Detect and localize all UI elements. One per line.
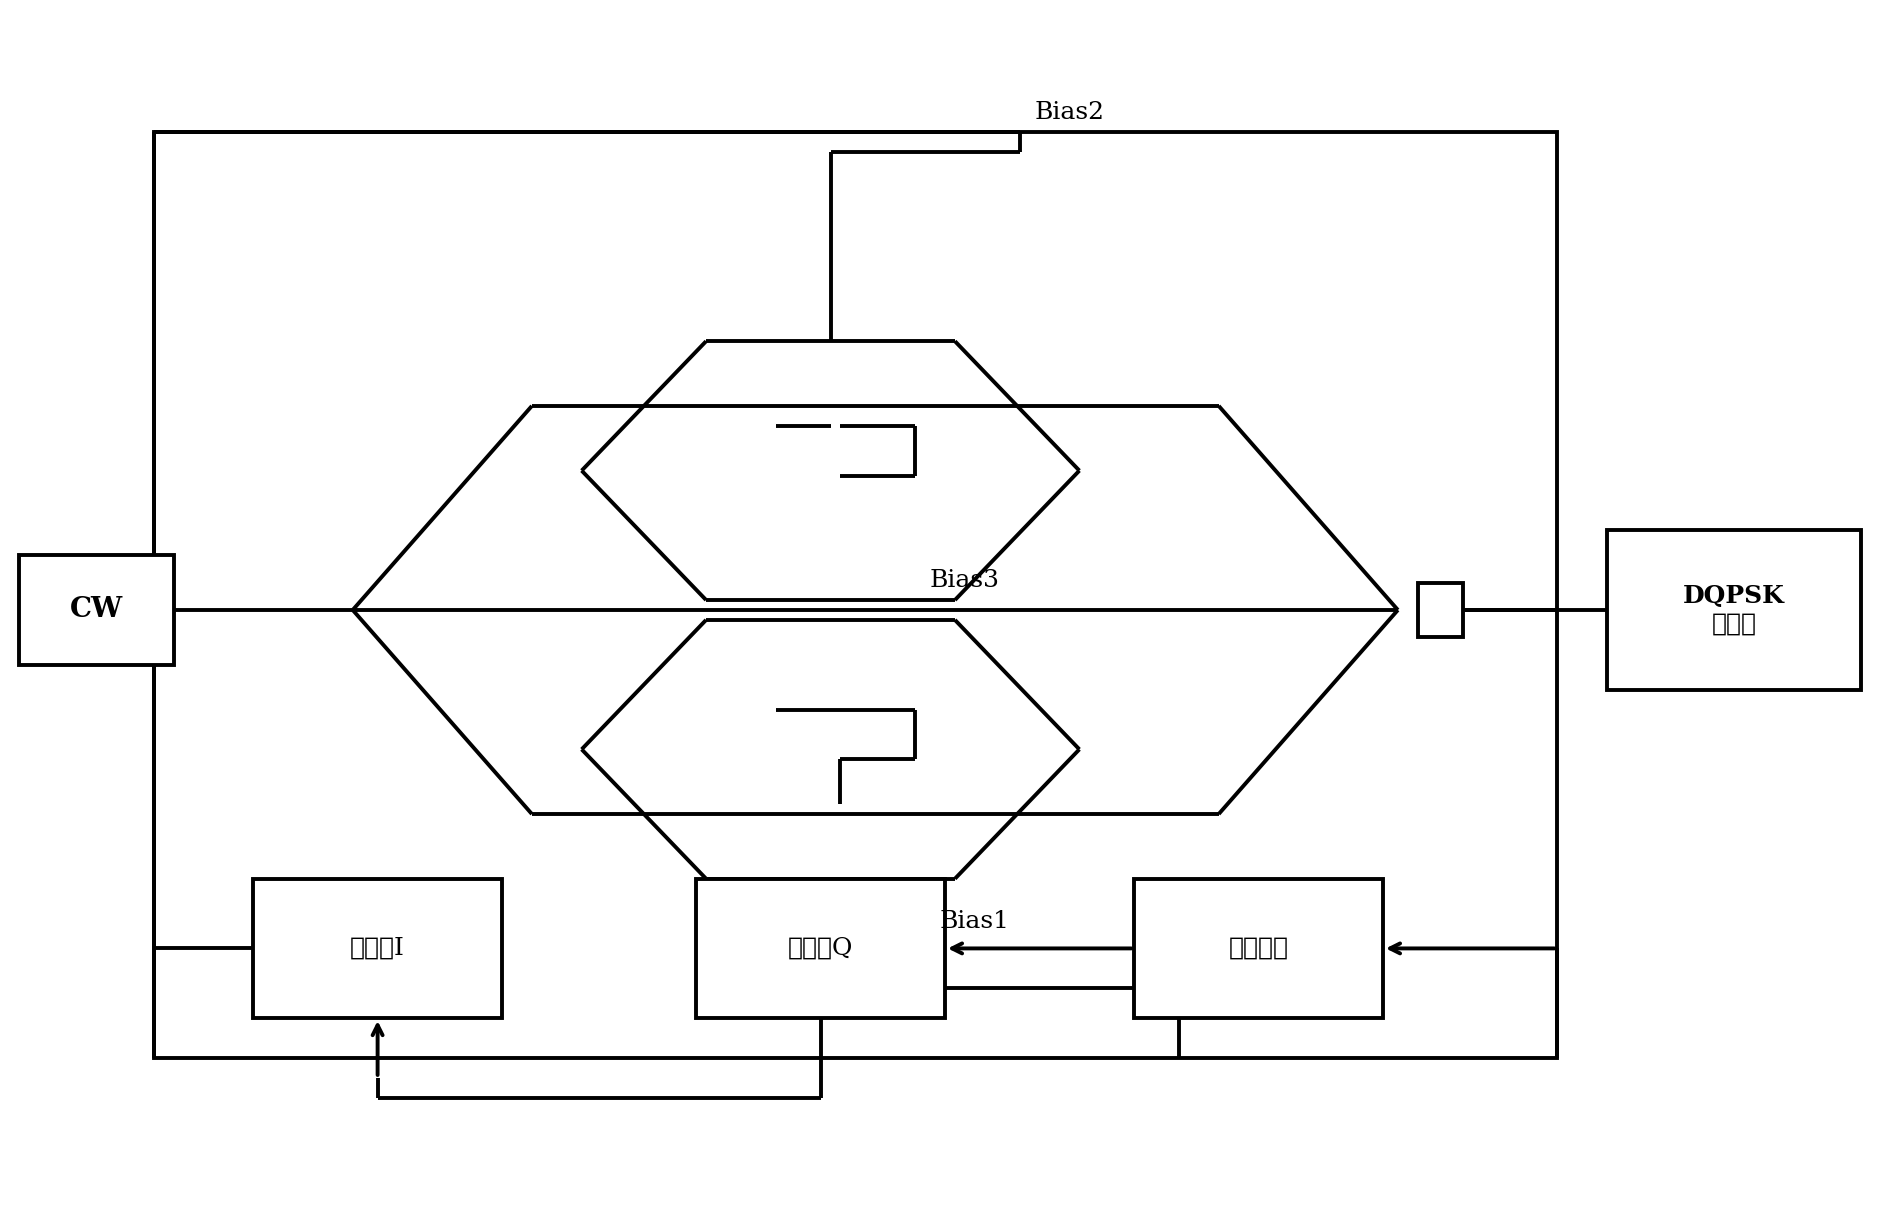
- Bar: [19, 555, 173, 664]
- Bar: [1135, 878, 1384, 1018]
- Text: Bias2: Bias2: [1035, 100, 1105, 123]
- Text: 驱动器Q: 驱动器Q: [788, 937, 854, 960]
- Text: CW: CW: [70, 597, 123, 623]
- Bar: [696, 878, 944, 1018]
- Text: DQPSK
调制器: DQPSK 调制器: [1683, 584, 1785, 636]
- Bar: [1418, 582, 1463, 638]
- Bar: [155, 132, 1557, 1058]
- Bar: [253, 878, 501, 1018]
- Text: 驱动器I: 驱动器I: [351, 937, 405, 960]
- Text: 反馈控制: 反馈控制: [1229, 937, 1289, 960]
- Text: Bias1: Bias1: [941, 910, 1010, 933]
- Bar: [1606, 530, 1860, 690]
- Text: Bias3: Bias3: [929, 569, 1001, 592]
